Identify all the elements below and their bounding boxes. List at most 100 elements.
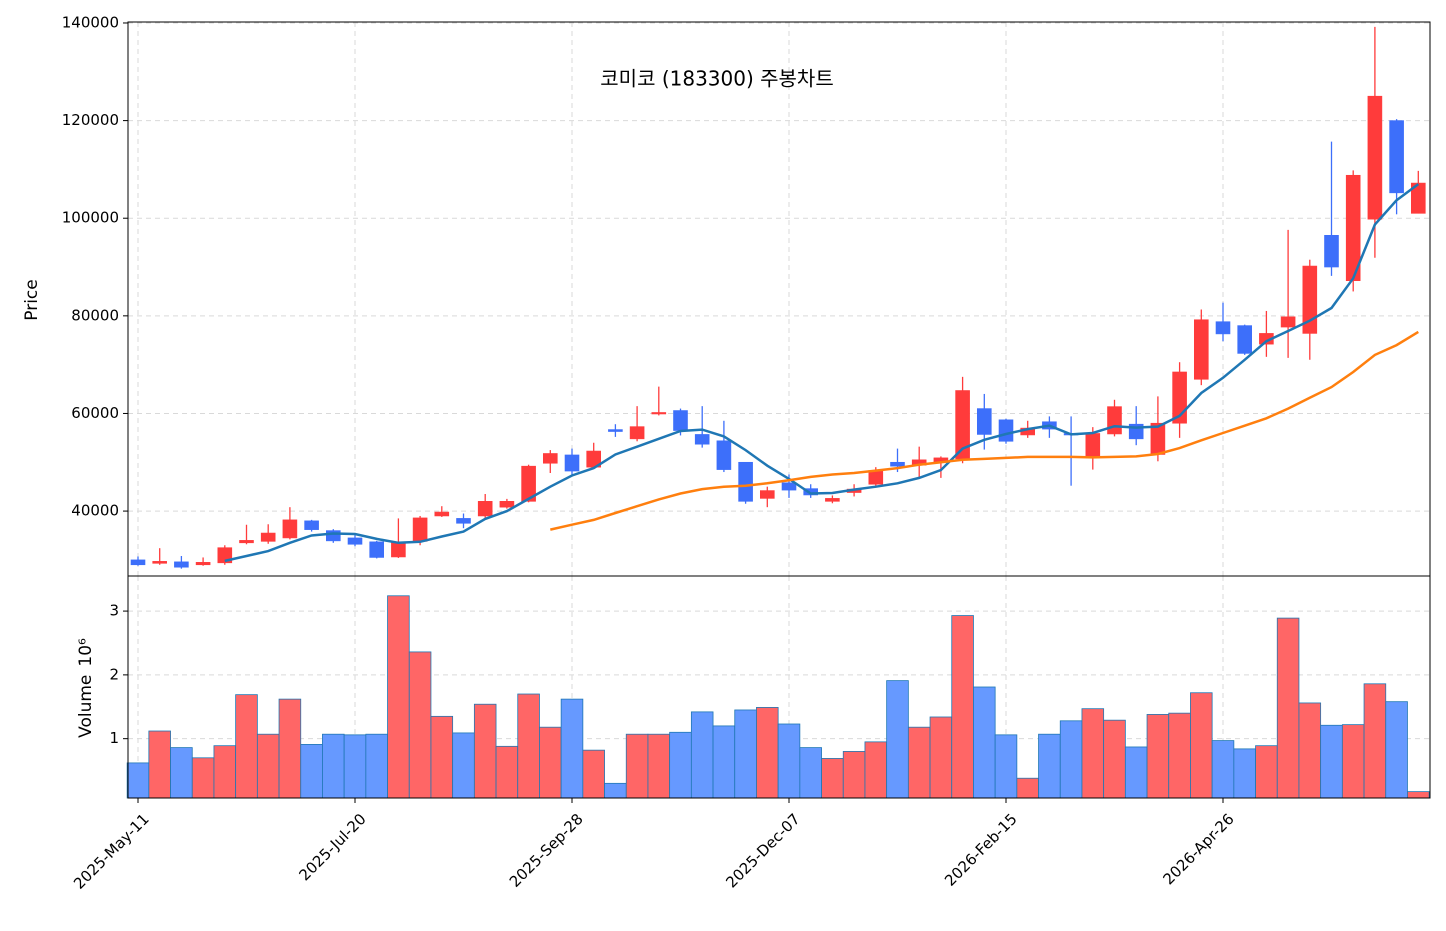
volume-bar — [235, 694, 258, 799]
candle-body — [521, 465, 536, 502]
candle-body — [803, 488, 819, 496]
volume-bar — [517, 693, 540, 799]
volume-bar — [1255, 745, 1278, 799]
candle-body — [890, 461, 905, 467]
volume-bar — [690, 711, 714, 799]
volume-bar — [322, 733, 345, 799]
volume-bar — [473, 703, 497, 799]
volume-bar — [539, 726, 562, 799]
candle-body — [868, 470, 884, 485]
volume-bar — [647, 733, 671, 799]
candle-body — [1194, 319, 1209, 380]
volume-bar — [712, 725, 736, 799]
volume-bar — [994, 734, 1018, 799]
volume-bar — [365, 733, 388, 799]
volume-bar — [864, 741, 888, 799]
volume-bar — [408, 651, 432, 799]
volume-frame — [127, 575, 1431, 799]
volume-bar — [929, 716, 953, 799]
candle-body — [976, 408, 992, 435]
candle-body — [282, 519, 298, 539]
chart-title: 코미코 (183300) 주봉차트 — [600, 67, 833, 91]
y-tick-label: 60000 — [71, 404, 119, 422]
candle-body — [195, 562, 211, 566]
moving-average-line — [550, 330, 1419, 531]
volume-bar — [1103, 719, 1126, 799]
x-tick-label: 2025-Sep-28 — [506, 810, 587, 891]
candle-body — [716, 440, 732, 470]
candle-body — [781, 482, 797, 491]
y-tick-label: 120000 — [62, 111, 119, 129]
candle-body — [434, 511, 450, 517]
candle-body — [304, 520, 319, 530]
volume-bar — [973, 686, 996, 799]
x-tick-label: 2025-Dec-07 — [722, 810, 803, 891]
candle-body — [1280, 316, 1296, 328]
volume-bar — [756, 707, 779, 799]
candle-body — [564, 454, 580, 472]
volume-bar — [821, 758, 844, 799]
volume-bar — [126, 762, 150, 799]
volume-bar — [452, 732, 475, 799]
price-frame — [127, 21, 1431, 577]
volume-bar — [799, 747, 822, 799]
candle-body — [651, 412, 667, 415]
volume-bar — [560, 698, 584, 799]
x-tick-label: 2026-Apr-26 — [1159, 810, 1237, 888]
x-tick-label: 2025-Jul-20 — [295, 810, 369, 884]
candle-body — [998, 419, 1014, 442]
volume-bar — [1363, 683, 1387, 799]
volume-bar — [1038, 733, 1061, 799]
candle-body — [1367, 95, 1383, 220]
candle-body — [477, 501, 493, 517]
volume-bar — [278, 698, 302, 799]
x-tick-label: 2026-Feb-15 — [941, 810, 1021, 890]
y-tick-label: 40000 — [71, 502, 119, 520]
candle-body — [825, 498, 840, 502]
candle-body — [391, 542, 406, 558]
y-axis-label: Price — [22, 279, 42, 320]
volume-bar — [191, 757, 215, 799]
volume-bar — [213, 745, 237, 799]
volume-bar — [1016, 777, 1039, 799]
candle-body — [1302, 265, 1318, 334]
volume-bar — [1211, 740, 1235, 799]
candle-body — [608, 429, 623, 432]
volume-bar — [256, 733, 280, 799]
volume-bar — [1168, 712, 1191, 799]
y-tick-label: 140000 — [62, 13, 119, 31]
candle-body — [239, 540, 254, 544]
volume-bar — [387, 595, 410, 799]
volume-offset-label: 10⁶ — [76, 638, 96, 667]
candle-body — [1389, 120, 1404, 194]
volume-bar — [625, 733, 649, 799]
volume-bar — [669, 731, 692, 799]
candle-body — [694, 434, 710, 445]
candle-body — [673, 410, 688, 431]
candle-body — [542, 453, 558, 464]
volume-bar — [907, 726, 931, 799]
volume-bar — [777, 723, 801, 799]
volume-bar — [343, 734, 367, 799]
volume-bar — [1059, 720, 1083, 799]
candle-body — [1324, 235, 1339, 268]
volume-bar — [582, 749, 605, 799]
y-tick-label: 3 — [109, 602, 119, 620]
candle-body — [347, 537, 363, 545]
volume-axis-label: Volume — [76, 675, 96, 738]
volume-bar — [148, 730, 171, 799]
candle-body — [759, 490, 775, 499]
y-tick-label: 80000 — [71, 306, 119, 324]
volume-bar — [495, 745, 519, 799]
volume-bar — [886, 680, 909, 799]
volume-bar — [1190, 692, 1213, 799]
volume-bar — [1276, 617, 1300, 799]
candle-body — [369, 541, 385, 558]
volume-bar — [1320, 724, 1343, 799]
candle-body — [412, 517, 428, 542]
volume-axis-title: Volume 10⁶ — [76, 638, 96, 738]
candle-body — [130, 559, 146, 566]
candle-body — [1345, 174, 1361, 281]
candle-body — [1411, 182, 1426, 214]
volume-bar — [734, 709, 757, 799]
